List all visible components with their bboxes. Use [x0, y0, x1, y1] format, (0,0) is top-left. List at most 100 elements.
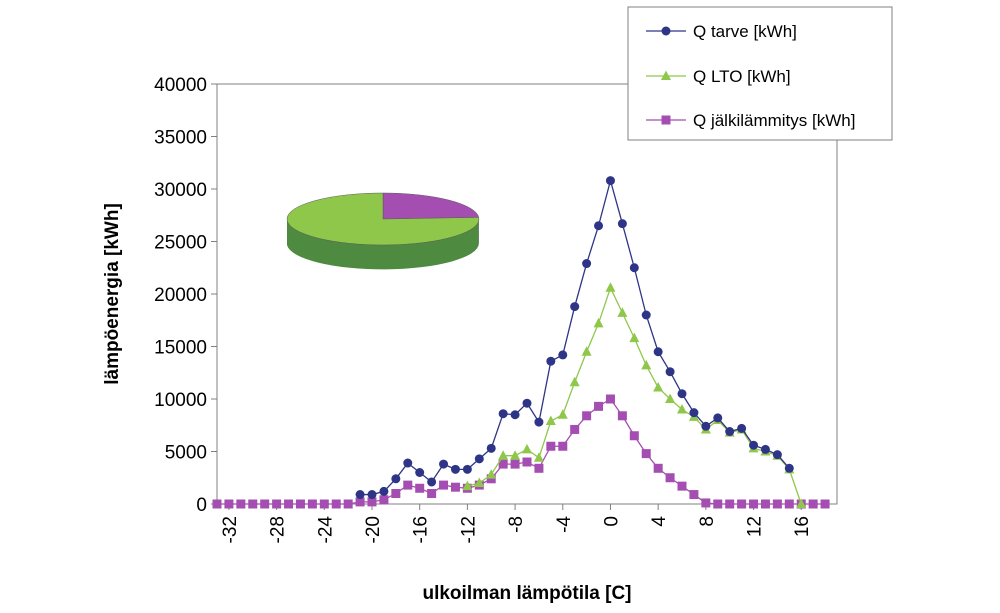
legend-entry: Q tarve [kWh] [693, 22, 797, 41]
legend-entry: Q LTO [kWh] [693, 67, 791, 86]
data-point [546, 356, 556, 366]
data-point [784, 463, 794, 473]
data-point [701, 421, 711, 431]
data-point [594, 401, 604, 411]
legend-box [627, 6, 893, 141]
data-point [677, 389, 687, 399]
data-point [474, 477, 485, 487]
y-axis-label: lämpöenergia [kWh] [102, 203, 123, 385]
legend-marker [661, 70, 671, 80]
data-point [510, 450, 521, 460]
data-point [629, 263, 639, 273]
data-point [236, 499, 246, 509]
data-point [415, 468, 425, 477]
pie-slice-magenta [382, 192, 480, 220]
y-tick-label: 5000 [165, 443, 207, 464]
data-point [808, 499, 818, 509]
data-point [796, 498, 807, 508]
legend: Q tarve [kWh] Q LTO [kWh] Q jälkilämmitys … [627, 6, 893, 141]
axis-ticks: 0 5000 10000 15000 20000 25000 30000 35000 40000… [154, 75, 813, 543]
data-point [569, 376, 580, 387]
data-point [725, 427, 735, 437]
data-point [629, 332, 640, 343]
data-point [534, 463, 544, 473]
data-point [641, 449, 651, 459]
data-point [629, 431, 639, 441]
data-point [522, 443, 532, 454]
data-point [450, 482, 460, 492]
data-point [248, 499, 258, 509]
data-point [737, 499, 747, 509]
data-point [533, 452, 544, 462]
data-point [522, 398, 532, 408]
data-point [510, 459, 520, 469]
data-point [272, 499, 282, 509]
data-point [677, 404, 687, 414]
data-point [665, 393, 676, 403]
y-tick-label: 35000 [154, 128, 207, 149]
series-line [217, 398, 826, 505]
data-point [617, 411, 627, 421]
data-point [677, 481, 687, 491]
inset-pie-chart [286, 192, 480, 270]
data-point [427, 489, 437, 498]
data-point [546, 441, 556, 451]
plot-area [216, 83, 838, 505]
data-point [367, 497, 377, 507]
data-point [224, 499, 234, 509]
data-point [379, 495, 389, 505]
data-point [534, 417, 544, 427]
data-point [749, 499, 759, 509]
data-point [415, 483, 425, 493]
data-point [498, 450, 509, 460]
data-point [582, 411, 592, 421]
series-circle [355, 176, 794, 500]
data-point [665, 367, 675, 377]
data-point [665, 473, 675, 483]
data-point [582, 259, 592, 269]
data-point [605, 394, 615, 404]
x-tick-label: -12 [458, 516, 479, 543]
data-point [701, 498, 711, 508]
x-tick-label: 4 [649, 516, 670, 527]
series-line [467, 285, 802, 505]
data-point [749, 440, 759, 450]
data-point [558, 350, 568, 360]
data-point [653, 347, 663, 357]
data-point [713, 413, 723, 423]
pie-side-green [287, 217, 479, 270]
data-point [689, 490, 699, 500]
x-axis-label: ulkoilman lämpötila [C] [422, 583, 631, 604]
series-triangle [462, 282, 807, 508]
x-tick-label: -16 [411, 516, 432, 543]
x-tick-label: 16 [792, 516, 813, 537]
data-point [212, 499, 222, 509]
data-point [355, 490, 365, 500]
data-point [784, 499, 794, 509]
data-point [498, 459, 508, 469]
data-point [641, 310, 651, 320]
data-point [319, 499, 329, 509]
x-tick-label: -24 [315, 516, 336, 544]
x-tick-label: -20 [363, 516, 384, 543]
y-tick-label: 25000 [154, 233, 207, 254]
data-point [331, 499, 341, 509]
data-point [391, 474, 401, 484]
legend-marker [661, 115, 671, 125]
data-point [737, 423, 747, 433]
data-point [439, 480, 449, 490]
data-point [689, 408, 699, 418]
data-point [427, 477, 437, 487]
data-point [653, 463, 663, 473]
data-series [212, 176, 830, 509]
series-square [212, 394, 830, 509]
data-point [713, 499, 723, 509]
data-point [403, 480, 413, 490]
y-tick-label: 15000 [154, 338, 207, 359]
data-point [772, 450, 782, 460]
data-point [403, 458, 413, 468]
data-point [594, 221, 604, 231]
legend-marker [661, 26, 671, 36]
data-point [343, 499, 353, 509]
